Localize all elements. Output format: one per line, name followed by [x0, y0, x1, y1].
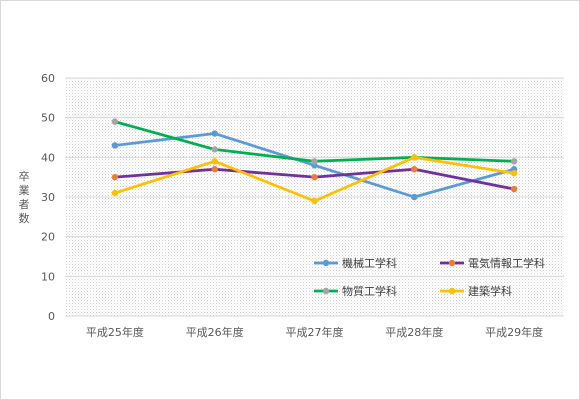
x-tick-label: 平成28年度 [385, 325, 443, 339]
data-point [311, 173, 318, 181]
data-point [211, 158, 218, 165]
x-tick-label: 平成29年度 [485, 325, 543, 339]
series-1 [111, 130, 518, 201]
data-point [111, 173, 119, 181]
data-point [311, 158, 318, 165]
legend-swatch-marker [448, 259, 456, 267]
x-tick-label: 平成25年度 [86, 325, 144, 339]
gridlines [65, 77, 564, 317]
legend-label: 物質工学科 [342, 284, 397, 298]
data-point [311, 197, 318, 205]
data-point [510, 158, 518, 165]
y-axis-ticks: 0 10 20 30 40 50 60 [41, 72, 55, 323]
legend-item: 電気情報工学科 [440, 256, 545, 270]
data-point [411, 193, 418, 201]
legend-label: 建築学科 [468, 284, 512, 298]
y-tick-label: 0 [48, 310, 55, 323]
series-group [111, 118, 518, 205]
data-point [211, 166, 218, 173]
x-axis-ticks: 平成25年度 平成26年度 平成27年度 平成28年度 平成29年度 [86, 325, 543, 339]
data-point [510, 170, 518, 177]
data-point [111, 189, 119, 197]
legend-label: 機械工学科 [342, 256, 397, 270]
legend-swatch-marker [448, 287, 456, 295]
data-point [411, 166, 418, 173]
series-4 [111, 154, 518, 205]
y-tick-label: 60 [41, 72, 55, 85]
x-tick-label: 平成27年度 [286, 325, 344, 339]
legend-item: 物質工学科 [314, 284, 397, 298]
x-tick-label: 平成26年度 [186, 325, 244, 339]
legend-item: 機械工学科 [314, 256, 397, 270]
y-tick-label: 30 [41, 191, 55, 204]
data-point [211, 146, 218, 153]
data-point [111, 118, 119, 125]
y-axis-label: 卒業者数 [19, 169, 30, 225]
data-point [111, 142, 119, 149]
legend-label: 電気情報工学科 [468, 256, 545, 270]
data-point [510, 185, 518, 193]
y-tick-label: 10 [41, 270, 55, 283]
y-tick-label: 20 [41, 231, 55, 244]
data-point [411, 154, 418, 161]
legend-swatch-marker [322, 287, 330, 295]
y-tick-label: 50 [41, 112, 55, 125]
data-point [211, 130, 218, 137]
legend-item: 建築学科 [440, 284, 512, 298]
y-tick-label: 40 [41, 151, 55, 164]
legend-swatch-marker [322, 259, 330, 267]
